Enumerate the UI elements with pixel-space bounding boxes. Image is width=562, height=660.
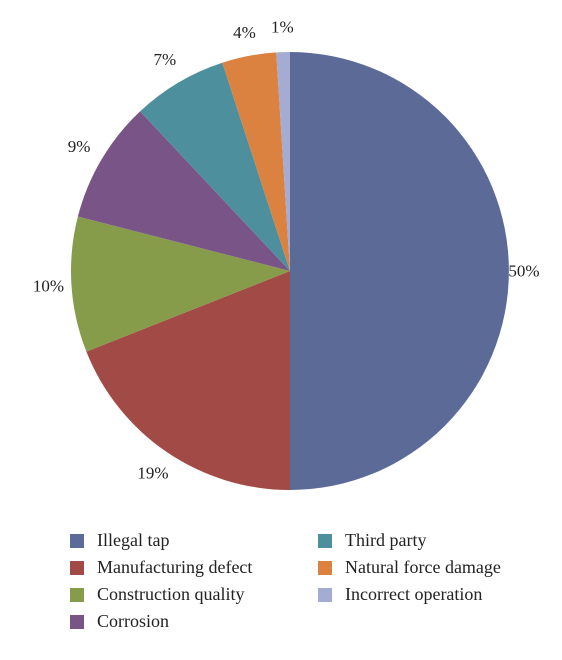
legend-label: Natural force damage [345,557,501,577]
legend-swatch [318,587,332,602]
legend-item-third-party: Third party [318,527,528,554]
pie-slice-illegal-tap [290,52,509,490]
legend-label: Incorrect operation [345,584,483,604]
value-label-third-party: 7% [153,50,176,69]
legend-swatch [318,560,332,575]
pie-slice-natural-force-damage [222,52,290,272]
pie-slice-incorrect-operation [276,51,290,271]
pie-slice-third-party [140,62,290,271]
legend-swatch [70,587,84,602]
value-label-construction-quality: 10% [33,277,64,296]
legend-swatch [70,560,84,575]
legend-label: Manufacturing defect [97,557,253,577]
legend-label: Third party [345,530,427,550]
legend-label: Construction quality [97,584,245,604]
value-label-manufacturing-defect: 19% [137,463,168,482]
legend-item-incorrect-operation: Incorrect operation [318,581,528,608]
legend-swatch [70,533,84,548]
legend-label: Illegal tap [97,530,170,550]
value-label-natural-force-damage: 4% [233,23,256,42]
pie-slices [71,51,509,490]
legend-item-natural-force-damage: Natural force damage [318,554,528,581]
value-label-incorrect-operation: 1% [271,18,294,37]
pie-slice-manufacturing-defect [86,271,290,490]
pie-slice-construction-quality [71,216,290,352]
legend-item-corrosion: Corrosion [70,608,318,635]
value-label-corrosion: 9% [68,137,91,156]
value-label-illegal-tap: 50% [508,262,539,281]
legend: Illegal tap Manufacturing defect Constru… [70,527,550,635]
legend-swatch [318,533,332,548]
pie-value-labels: 50% 19% 10% 9% 7% 4% 1% [33,18,540,483]
legend-item-construction-quality: Construction quality [70,581,318,608]
legend-item-manufacturing-defect: Manufacturing defect [70,554,318,581]
pie-slice-corrosion [77,111,290,271]
legend-swatch [70,614,84,629]
legend-label: Corrosion [97,611,169,631]
legend-item-illegal-tap: Illegal tap [70,527,318,554]
